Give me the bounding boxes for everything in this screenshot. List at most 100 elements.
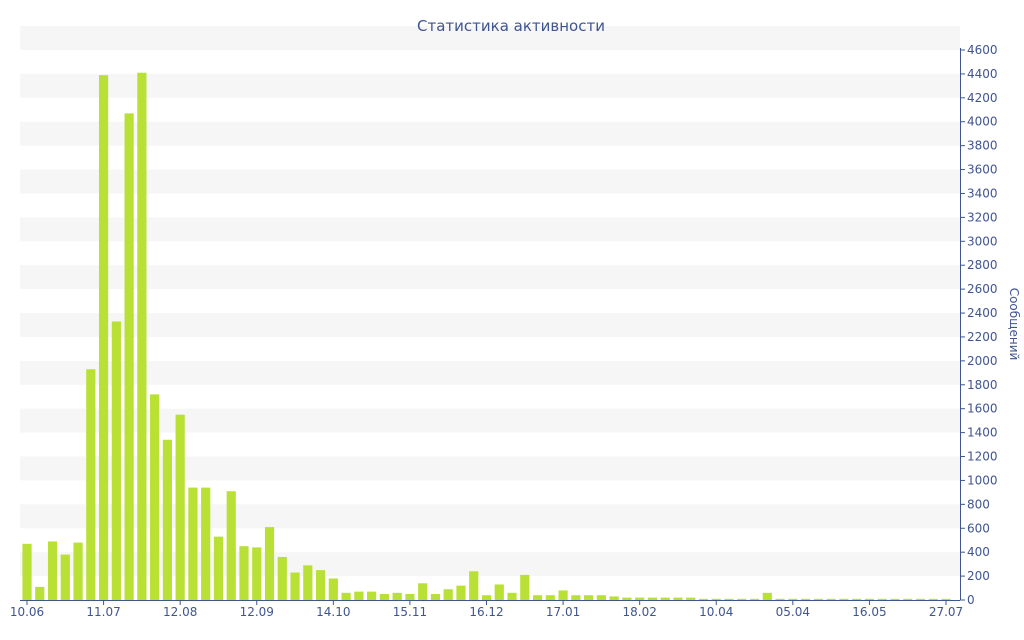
bar: [162, 439, 172, 600]
bar: [328, 578, 338, 600]
grid-band: [20, 552, 960, 577]
bar: [571, 595, 581, 600]
bar: [86, 369, 96, 600]
y-tick-label: 400: [967, 545, 990, 559]
bar: [35, 586, 45, 600]
y-tick-label: 1200: [967, 450, 998, 464]
bar: [469, 571, 479, 600]
y-tick-label: 3600: [967, 163, 998, 177]
bar: [839, 598, 849, 600]
bar: [903, 598, 913, 600]
bar: [60, 554, 70, 600]
bar: [367, 591, 377, 600]
bar: [762, 592, 772, 600]
bar: [558, 590, 568, 600]
bar: [749, 598, 760, 600]
bar: [877, 598, 887, 600]
bar: [507, 592, 517, 600]
bar: [915, 598, 926, 600]
bar: [354, 591, 364, 600]
y-tick-label: 1000: [967, 473, 998, 487]
bar: [737, 598, 747, 600]
x-tick-label: 15.11: [393, 605, 427, 619]
grid-band: [20, 265, 960, 290]
y-tick-label: 800: [967, 497, 990, 511]
bar: [188, 487, 198, 600]
bar: [928, 598, 938, 600]
bar: [622, 597, 632, 600]
y-tick-label: 4200: [967, 91, 998, 105]
grid-band: [20, 121, 960, 146]
bar: [775, 598, 785, 600]
bar: [520, 574, 530, 600]
bar: [584, 595, 594, 600]
bar: [545, 595, 555, 600]
grid-band: [20, 169, 960, 194]
x-tick-label: 16.05: [852, 605, 886, 619]
bar: [686, 597, 696, 600]
x-tick-label: 05.04: [776, 605, 810, 619]
y-tick-label: 2600: [967, 282, 998, 296]
bar: [941, 598, 951, 600]
x-tick-label: 11.07: [86, 605, 120, 619]
x-tick-label: 17.01: [546, 605, 580, 619]
bar: [111, 321, 121, 600]
y-tick-label: 4400: [967, 67, 998, 81]
x-tick-label: 10.06: [10, 605, 44, 619]
grid-band: [20, 360, 960, 385]
y-tick-label: 600: [967, 521, 990, 535]
y-tick-label: 0: [967, 593, 975, 607]
y-tick-label: 3000: [967, 234, 998, 248]
x-tick-label: 10.04: [699, 605, 733, 619]
bar: [864, 598, 875, 600]
bar: [596, 595, 606, 600]
bar: [494, 584, 504, 600]
grid-band: [20, 456, 960, 481]
y-tick-label: 4000: [967, 115, 998, 129]
bar: [813, 598, 823, 600]
bar: [201, 487, 211, 600]
y-tick-label: 1800: [967, 378, 998, 392]
bar: [239, 546, 249, 600]
bar: [22, 543, 32, 600]
bar: [660, 597, 670, 600]
bar: [673, 597, 683, 600]
bar: [73, 542, 83, 600]
grid-bands: [20, 26, 960, 577]
bar: [430, 594, 441, 600]
grid-band: [20, 504, 960, 529]
bar: [418, 583, 428, 600]
x-tick-label: 12.09: [240, 605, 274, 619]
grid-band: [20, 217, 960, 242]
bar: [609, 596, 619, 600]
grid-band: [20, 73, 960, 98]
bar: [405, 594, 415, 600]
bar: [711, 598, 721, 600]
bar: [213, 536, 224, 600]
bar: [647, 597, 658, 600]
bar: [826, 598, 836, 600]
y-axis-label: Сообщений: [1007, 288, 1021, 361]
y-tick-label: 1600: [967, 402, 998, 416]
bar: [124, 113, 134, 601]
y-tick-label: 3800: [967, 139, 998, 153]
bar: [443, 589, 453, 600]
bar: [392, 592, 402, 600]
bar: [150, 394, 160, 600]
bar: [264, 527, 275, 600]
bars-group: [22, 72, 951, 601]
bar: [890, 598, 900, 600]
grid-band: [20, 408, 960, 433]
y-tick-label: 2000: [967, 354, 998, 368]
bar: [98, 75, 109, 601]
bar: [303, 565, 313, 600]
grid-band: [20, 26, 960, 50]
y-tick-label: 2200: [967, 330, 998, 344]
y-tick-label: 3200: [967, 210, 998, 224]
bar: [277, 556, 287, 600]
grid-band: [20, 313, 960, 337]
y-tick-label: 4600: [967, 43, 998, 57]
y-tick-label: 3400: [967, 186, 998, 200]
y-tick-label: 2800: [967, 258, 998, 272]
